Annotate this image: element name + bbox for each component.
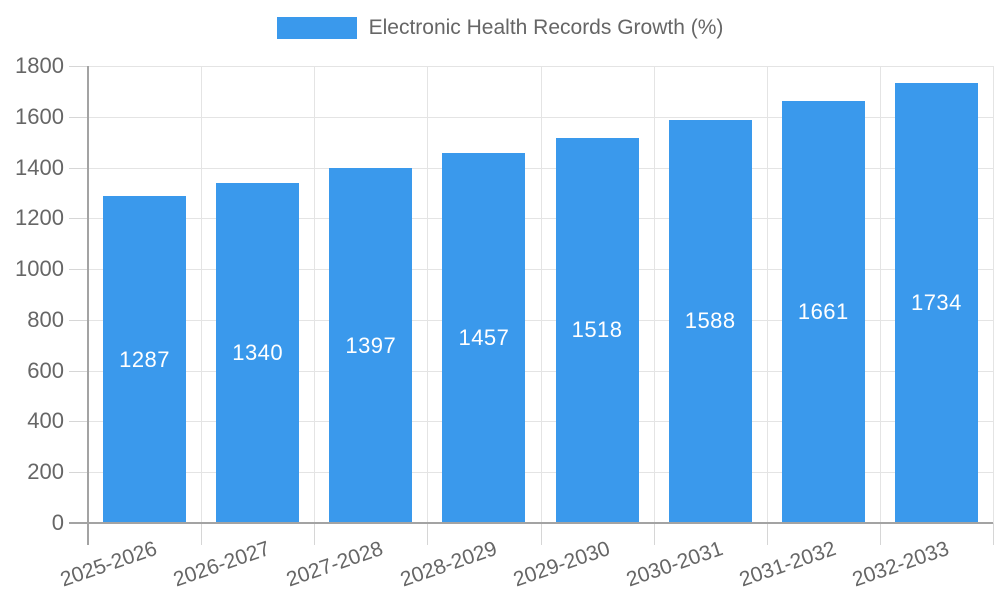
y-tick-mark bbox=[69, 66, 88, 67]
bar: 1734 bbox=[894, 82, 978, 523]
bar-value-label: 1397 bbox=[345, 332, 397, 358]
y-tick-mark bbox=[69, 319, 88, 321]
y-tick-label: 600 bbox=[27, 357, 64, 383]
x-tick-mark bbox=[766, 523, 768, 545]
bar-value-label: 1661 bbox=[797, 299, 849, 325]
bar-value-label: 1340 bbox=[232, 339, 284, 365]
x-tick-mark bbox=[427, 523, 429, 545]
v-gridline bbox=[540, 66, 542, 523]
bar-value-label: 1518 bbox=[571, 317, 623, 343]
legend-swatch-icon bbox=[276, 17, 357, 39]
y-tick-label: 1000 bbox=[15, 256, 64, 282]
bar-value-label: 1457 bbox=[458, 325, 510, 351]
bar-value-label: 1734 bbox=[910, 289, 962, 315]
y-tick-mark bbox=[69, 116, 88, 118]
y-tick-mark bbox=[69, 421, 88, 423]
y-tick-mark bbox=[69, 167, 88, 169]
v-gridline bbox=[993, 66, 994, 523]
bar: 1287 bbox=[103, 196, 187, 523]
y-tick-label: 1400 bbox=[15, 154, 64, 180]
bar: 1661 bbox=[781, 101, 865, 523]
y-tick-label: 1800 bbox=[15, 53, 64, 78]
bar: 1518 bbox=[555, 137, 639, 523]
y-tick-mark bbox=[69, 218, 88, 220]
x-tick-label: 2032-2033 bbox=[849, 537, 952, 592]
bar-value-label: 1287 bbox=[119, 346, 171, 372]
y-tick-label: 1600 bbox=[15, 103, 64, 129]
y-tick-label: 400 bbox=[27, 408, 64, 434]
x-tick-label: 2029-2030 bbox=[510, 537, 613, 592]
bar-value-label: 1588 bbox=[684, 308, 736, 334]
y-tick-label: 200 bbox=[27, 459, 64, 485]
y-tick-label: 800 bbox=[27, 306, 64, 332]
y-tick-mark bbox=[69, 269, 88, 271]
x-tick-label: 2031-2032 bbox=[736, 537, 839, 592]
v-gridline bbox=[879, 66, 881, 523]
v-gridline bbox=[314, 66, 316, 523]
v-gridline bbox=[201, 66, 203, 523]
x-tick-label: 2027-2028 bbox=[283, 537, 387, 592]
bar: 1340 bbox=[216, 182, 300, 523]
x-tick-mark bbox=[879, 523, 881, 545]
legend[interactable]: Electronic Health Records Growth (%) bbox=[0, 16, 1000, 40]
legend-label: Electronic Health Records Growth (%) bbox=[368, 16, 724, 39]
y-tick-mark bbox=[69, 472, 88, 474]
bar: 1588 bbox=[668, 119, 752, 523]
x-axis-line bbox=[69, 522, 993, 524]
v-gridline bbox=[766, 66, 768, 523]
x-tick-mark bbox=[993, 523, 994, 545]
x-tick-mark bbox=[540, 523, 542, 545]
y-tick-label: 1200 bbox=[15, 205, 64, 231]
x-tick-label: 2030-2031 bbox=[623, 537, 726, 592]
x-tick-mark bbox=[314, 523, 316, 545]
y-tick-label: 0 bbox=[51, 510, 64, 535]
y-axis-line bbox=[87, 66, 89, 545]
x-tick-label: 2025-2026 bbox=[57, 537, 161, 592]
v-gridline bbox=[653, 66, 655, 523]
x-tick-mark bbox=[201, 523, 203, 545]
bar: 1457 bbox=[442, 153, 526, 523]
x-tick-mark bbox=[653, 523, 655, 545]
v-gridline bbox=[427, 66, 429, 523]
bar: 1397 bbox=[329, 168, 413, 523]
x-tick-label: 2026-2027 bbox=[170, 537, 274, 592]
y-tick-mark bbox=[69, 370, 88, 372]
x-tick-label: 2028-2029 bbox=[396, 537, 500, 592]
